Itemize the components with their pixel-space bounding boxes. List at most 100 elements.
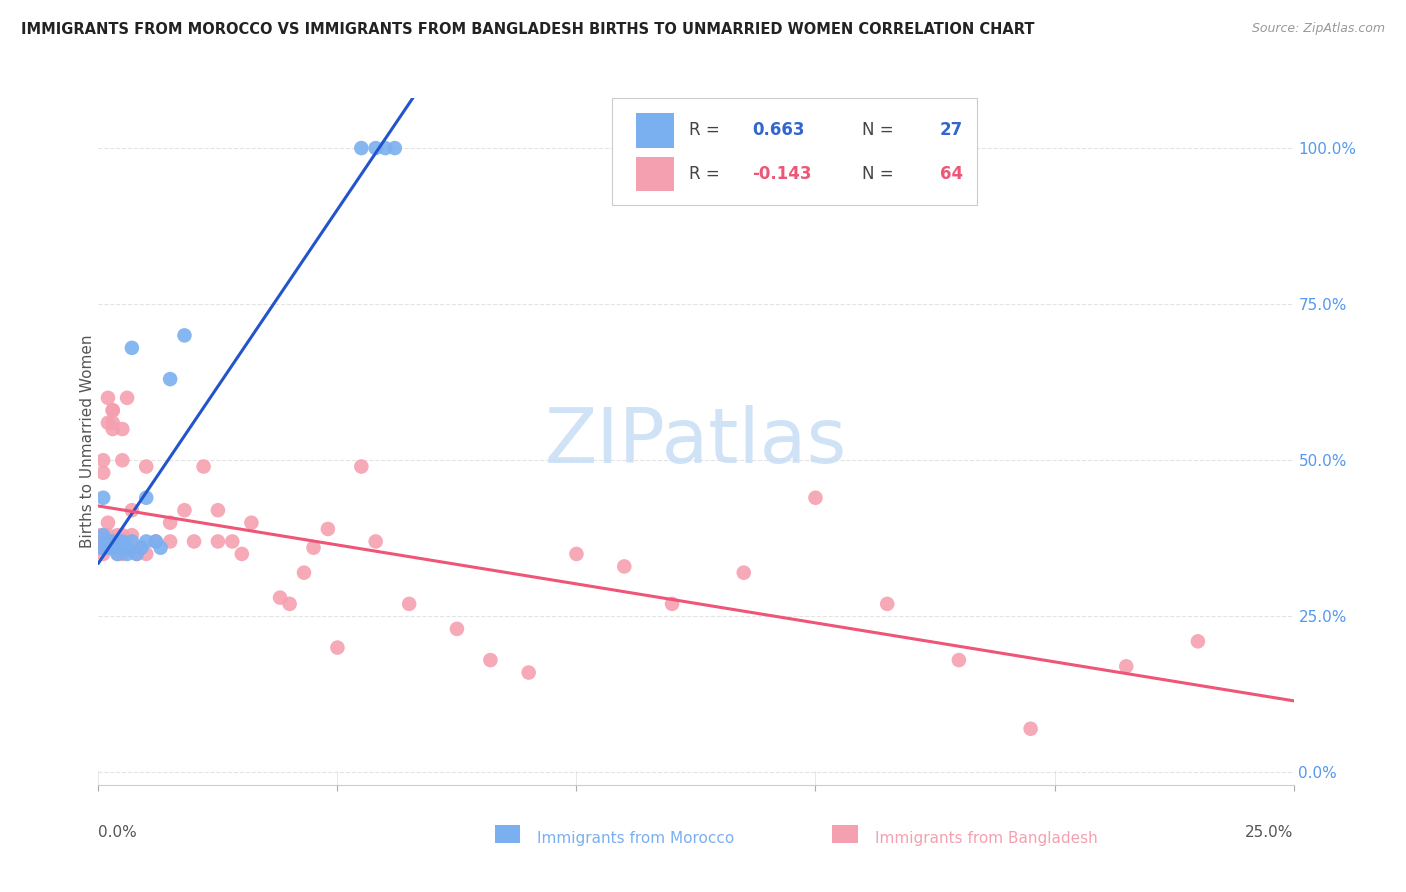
Point: [111, 453, 134, 467]
Point: [135, 491, 157, 505]
Point: [131, 541, 153, 555]
Point: [131, 541, 153, 555]
Point: [479, 653, 502, 667]
Point: [135, 459, 157, 474]
Point: [135, 534, 157, 549]
Point: [613, 559, 636, 574]
Point: [733, 566, 755, 580]
Point: [121, 341, 143, 355]
Point: [269, 591, 291, 605]
Text: IMMIGRANTS FROM MOROCCO VS IMMIGRANTS FROM BANGLADESH BIRTHS TO UNMARRIED WOMEN : IMMIGRANTS FROM MOROCCO VS IMMIGRANTS FR…: [21, 22, 1035, 37]
Point: [145, 534, 167, 549]
Point: [107, 547, 129, 561]
Point: [90, 528, 112, 542]
Point: [876, 597, 898, 611]
Text: Immigrants from Morocco: Immigrants from Morocco: [537, 831, 734, 847]
Point: [107, 547, 129, 561]
Point: [948, 653, 970, 667]
Point: [398, 597, 420, 611]
Point: [91, 534, 114, 549]
Point: [97, 541, 120, 555]
FancyBboxPatch shape: [637, 113, 675, 147]
Point: [231, 547, 253, 561]
Text: N =: N =: [862, 165, 898, 183]
Point: [207, 503, 229, 517]
Point: [107, 528, 129, 542]
Point: [364, 141, 387, 155]
Point: [91, 453, 114, 467]
Point: [1187, 634, 1209, 648]
Point: [101, 534, 124, 549]
Text: 0.663: 0.663: [752, 121, 804, 139]
Point: [97, 516, 120, 530]
Point: [121, 528, 143, 542]
Point: [159, 534, 181, 549]
Text: R =: R =: [689, 165, 725, 183]
Point: [97, 416, 120, 430]
Point: [111, 541, 134, 555]
Text: 27: 27: [939, 121, 963, 139]
Point: [565, 547, 588, 561]
Point: [111, 547, 134, 561]
Text: N =: N =: [862, 121, 898, 139]
Point: [207, 534, 229, 549]
Point: [384, 141, 406, 155]
Point: [364, 534, 387, 549]
Point: [101, 416, 124, 430]
Y-axis label: Births to Unmarried Women: Births to Unmarried Women: [80, 334, 94, 549]
Point: [97, 391, 120, 405]
Point: [173, 503, 195, 517]
Point: [145, 534, 167, 549]
Point: [91, 528, 114, 542]
Point: [135, 547, 157, 561]
Point: [125, 547, 148, 561]
Point: [326, 640, 349, 655]
Text: Source: ZipAtlas.com: Source: ZipAtlas.com: [1251, 22, 1385, 36]
Point: [149, 541, 172, 555]
Point: [101, 403, 124, 417]
Text: 0.0%: 0.0%: [98, 825, 138, 840]
Point: [446, 622, 468, 636]
Point: [115, 547, 138, 561]
Point: [91, 466, 114, 480]
Point: [115, 391, 138, 405]
Point: [121, 503, 143, 517]
Point: [517, 665, 540, 680]
Point: [91, 547, 114, 561]
Point: [316, 522, 339, 536]
Point: [115, 541, 138, 555]
Point: [97, 528, 120, 542]
Point: [193, 459, 215, 474]
Point: [101, 422, 124, 436]
Point: [292, 566, 315, 580]
Point: [90, 541, 112, 555]
Point: [221, 534, 243, 549]
Point: [183, 534, 205, 549]
Point: [661, 597, 683, 611]
Text: 25.0%: 25.0%: [1246, 825, 1294, 840]
Point: [350, 459, 373, 474]
Point: [278, 597, 301, 611]
FancyBboxPatch shape: [637, 156, 675, 191]
Point: [91, 541, 114, 555]
Point: [111, 422, 134, 436]
Text: Immigrants from Bangladesh: Immigrants from Bangladesh: [875, 831, 1097, 847]
Text: 64: 64: [939, 165, 963, 183]
Point: [159, 516, 181, 530]
Point: [374, 141, 396, 155]
Text: -0.143: -0.143: [752, 165, 811, 183]
Point: [97, 534, 120, 549]
Point: [125, 547, 148, 561]
Point: [101, 541, 124, 555]
Point: [111, 528, 134, 542]
Point: [111, 534, 134, 549]
Point: [1019, 722, 1042, 736]
Point: [97, 541, 120, 555]
Point: [107, 534, 129, 549]
Point: [91, 541, 114, 555]
Point: [121, 534, 143, 549]
Point: [173, 328, 195, 343]
Point: [302, 541, 325, 555]
Point: [89, 541, 111, 555]
Text: R =: R =: [689, 121, 725, 139]
